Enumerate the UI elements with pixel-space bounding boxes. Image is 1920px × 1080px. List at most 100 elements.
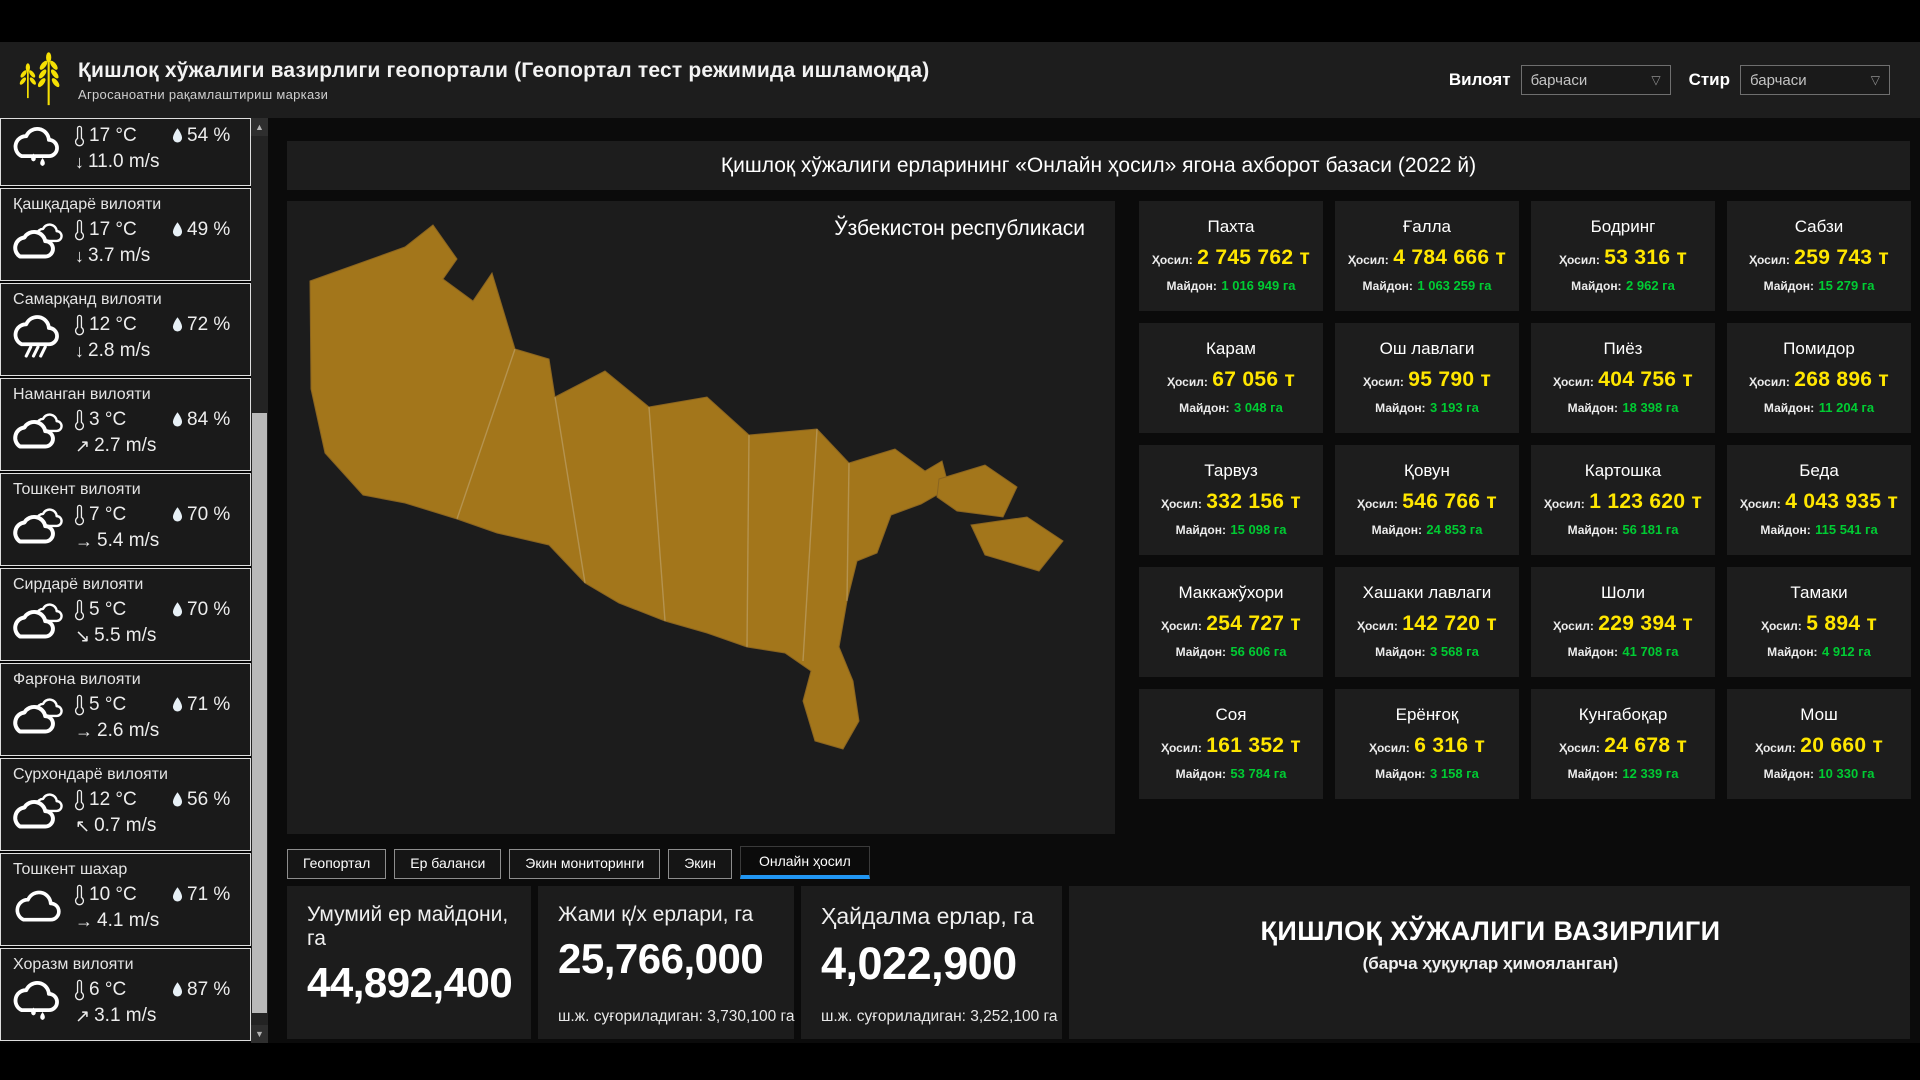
area-label: Майдон: [1375,767,1426,781]
thermometer-icon [73,787,86,812]
temperature: 12 °C [89,788,137,810]
weather-card-namangan[interactable]: Наманган вилояти 3 °C 84 % ↗ 2.7 m/s [0,378,251,471]
area-label: Майдон: [1375,401,1426,415]
tab-onlayn-hosil[interactable]: Онлайн ҳосил [739,846,870,879]
area-value: 4 912 га [1822,644,1871,659]
weather-card-surkhandarya[interactable]: Сурхондарё вилояти 12 °C 56 % ↖ 0.7 m/s [0,758,251,851]
weather-card-tashkent-region[interactable]: Тошкент вилояти 7 °C 70 % → 5.4 m/s [0,473,251,566]
sidebar-scrollbar[interactable]: ▲ ▼ [251,118,268,1043]
yield-label: Ҳосил: [1160,497,1202,511]
crops-grid: Пахта Ҳосил: 2 745 762 т Майдон: 1 016 9… [1139,201,1911,834]
stir-select-value: барчаси [1750,71,1807,89]
stat-arable-land: Ҳайдалма ерлар, га 4,022,900 ш.ж. суғори… [801,886,1062,1039]
wind-direction-icon: ↗ [75,1005,91,1026]
humidity-drop-icon [171,411,184,429]
wind-direction-icon: ↖ [75,815,91,836]
humidity: 87 % [187,978,231,1000]
wind-direction-icon: ↓ [75,245,84,266]
weather-card-tashkent-city[interactable]: Тошкент шахар 10 °C 71 % → 4.1 m/s [0,853,251,946]
yield-value: 4 784 666 т [1393,246,1507,269]
humidity: 70 % [187,598,231,620]
stat-agricultural-land: Жами қ/х ерлари, га 25,766,000 ш.ж. суғо… [538,886,794,1039]
yield-label: Ҳосил: [1160,741,1202,755]
humidity: 56 % [187,788,231,810]
area-label: Майдон: [1760,523,1811,537]
uzbekistan-map[interactable] [287,201,1115,834]
yield-label: Ҳосил: [1160,619,1202,633]
area-label: Майдон: [1371,523,1422,537]
crop-name: Маккажўхори [1178,583,1284,602]
area-label: Майдон: [1567,767,1618,781]
area-value: 15 279 га [1818,278,1875,293]
crop-name: Сабзи [1794,217,1844,236]
wind-direction-icon: ↓ [75,340,84,361]
crop-name: Тамаки [1790,583,1848,602]
wind-direction-icon: → [75,530,93,551]
crop-card-galla: Ғалла Ҳосил: 4 784 666 т Майдон: 1 063 2… [1335,201,1519,311]
temperature: 12 °C [89,313,137,335]
yield-value: 259 743 т [1794,246,1890,269]
crop-name: Пиёз [1603,339,1643,358]
weather-card-kashkadarya[interactable]: Қашқадарё вилояти 17 °C 49 % ↓ 3.7 m/s [0,188,251,281]
region-name: Тошкент шахар [13,861,128,878]
area-value: 53 784 га [1230,766,1287,781]
yield-label: Ҳосил: [1151,253,1193,267]
showers-cloud-icon [9,314,67,360]
crop-card-tarvuz: Тарвуз Ҳосил: 332 156 т Майдон: 15 098 г… [1139,445,1323,555]
yield-label: Ҳосил: [1760,619,1802,633]
region-name: Самарқанд вилояти [13,291,162,308]
weather-card-fergana[interactable]: Фарғона вилояти 5 °C 71 % → 2.6 m/s [0,663,251,756]
humidity: 71 % [187,883,231,905]
crop-name: Қовун [1404,461,1450,480]
humidity: 71 % [187,693,231,715]
yield-label: Ҳосил: [1356,619,1398,633]
scroll-down-icon[interactable]: ▼ [251,1025,268,1043]
weather-card-sirdarya[interactable]: Сирдарё вилояти 5 °C 70 % ↘ 5.5 m/s [0,568,251,661]
scroll-up-icon[interactable]: ▲ [251,118,268,136]
humidity: 54 % [187,124,231,146]
humidity-drop-icon [171,316,184,334]
crop-card-sabzi: Сабзи Ҳосил: 259 743 т Майдон: 15 279 га [1727,201,1911,311]
humidity: 70 % [187,503,231,525]
humidity-drop-icon [171,886,184,904]
crop-name: Ош лавлаги [1379,339,1475,358]
yield-value: 95 790 т [1408,368,1492,391]
tab-ekin[interactable]: Экин [668,849,732,879]
geoportal-app: Қишлоқ хўжалиги вазирлиги геопортали (Ге… [0,42,1920,1043]
crop-card-soya: Соя Ҳосил: 161 352 т Майдон: 53 784 га [1139,689,1323,799]
wind-speed: 11.0 m/s [88,151,160,172]
weather-card-samarkand[interactable]: Самарқанд вилояти 12 °C 72 % ↓ 2.8 m/s [0,283,251,376]
stir-select[interactable]: барчаси ▽ [1740,65,1890,95]
tab-er-balansi[interactable]: Ер баланси [394,849,502,879]
tab-geoportal[interactable]: Геопортал [287,849,387,879]
region-select[interactable]: барчаси ▽ [1520,65,1671,95]
weather-card-khorezm[interactable]: Хоразм вилояти 6 °C 87 % ↗ 3.1 m/s [0,948,251,1041]
temperature: 17 °C [89,124,137,146]
area-label: Майдон: [1175,645,1226,659]
area-label: Майдон: [1567,523,1618,537]
area-value: 1 016 949 га [1221,278,1296,293]
area-value: 11 204 га [1818,400,1875,415]
stat-value: 4,022,900 [821,938,1017,989]
stat-total-land: Умумий ер майдони, га 44,892,400 [287,886,531,1039]
wind-speed: 5.4 m/s [97,530,160,551]
thermometer-icon [73,217,86,242]
brand: Қишлоқ хўжалиги вазирлиги геопортали (Ге… [14,51,930,109]
tab-ekin-monitoringi[interactable]: Экин мониторинги [509,849,661,879]
uzbekistan-mainland[interactable] [309,224,950,750]
bottom-tabs: Геопортал Ер баланси Экин мониторинги Эк… [287,846,1910,879]
crop-name: Помидор [1783,339,1855,358]
crop-card-pomidor: Помидор Ҳосил: 268 896 т Майдон: 11 204 … [1727,323,1911,433]
andijan-region-shape[interactable] [970,516,1064,572]
yield-value: 5 894 т [1806,612,1878,635]
wind-speed: 3.1 m/s [94,1005,157,1026]
area-label: Майдон: [1179,401,1230,415]
region-name: Фарғона вилояти [13,671,141,688]
map-panel: Ўзбекистон республикаси [287,201,1115,834]
yield-label: Ҳосил: [1754,741,1796,755]
humidity-drop-icon [171,696,184,714]
weather-card[interactable]: 17 °C 54 % ↓ 11.0 m/s [0,118,251,186]
fergana-region-shape[interactable] [936,464,1018,518]
area-value: 3 158 га [1430,766,1479,781]
scrollbar-thumb[interactable] [252,413,267,1013]
